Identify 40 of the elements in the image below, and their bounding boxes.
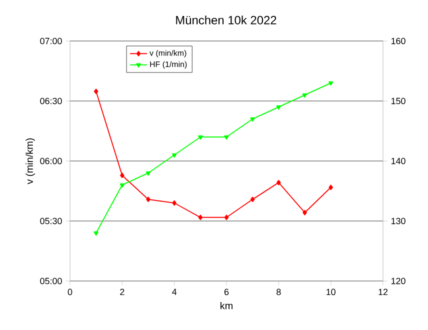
y2-tick-label: 130 <box>391 218 406 224</box>
point <box>276 180 281 186</box>
y-tick-label: 06:00 <box>40 158 62 164</box>
x-tick-label: 12 <box>378 288 388 296</box>
x-tick-label: 6 <box>224 288 229 296</box>
y2-tick-label: 160 <box>391 38 406 44</box>
point <box>276 105 282 110</box>
point <box>146 171 151 176</box>
y-tick-label: 06:30 <box>40 98 62 104</box>
y2-tick-label: 140 <box>391 158 406 164</box>
point <box>302 93 308 98</box>
point <box>328 81 334 86</box>
y-tick-label: 07:00 <box>40 38 62 44</box>
point <box>172 200 176 206</box>
point <box>120 172 124 178</box>
point <box>250 117 255 122</box>
y-tick-label: 05:00 <box>40 278 62 284</box>
point <box>146 196 150 202</box>
x-tick-label: 10 <box>326 288 336 296</box>
x-tick-label: 4 <box>172 288 177 295</box>
chart-title: München 10k 2022 <box>176 16 276 24</box>
x-tick-label: 2 <box>120 288 124 296</box>
point <box>94 88 98 94</box>
point <box>172 153 177 158</box>
point <box>224 135 229 140</box>
point <box>328 184 333 190</box>
y-tick-label: 05:30 <box>40 218 62 224</box>
x-axis-title: km <box>220 302 232 310</box>
point <box>250 196 255 202</box>
x-tick-label: 8 <box>276 288 281 296</box>
point <box>224 214 229 220</box>
point <box>198 214 203 220</box>
point <box>120 183 125 188</box>
y2-tick-label: 120 <box>391 278 406 284</box>
point <box>302 210 307 216</box>
point <box>94 231 98 236</box>
y2-tick-label: 150 <box>391 98 406 104</box>
point <box>198 135 203 140</box>
x-tick-label: 0 <box>68 288 72 296</box>
y-axis-title: v (min/km) <box>26 138 35 184</box>
